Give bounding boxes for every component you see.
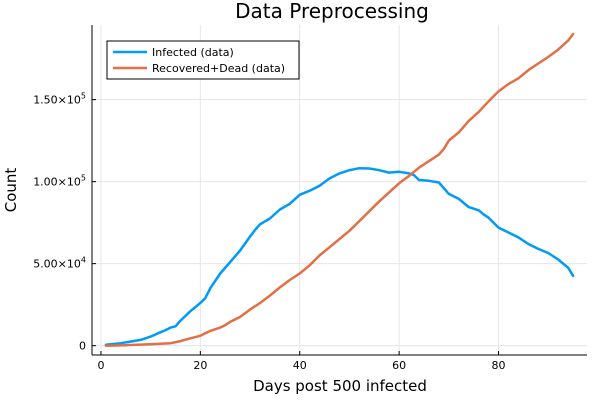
x-tick-label: 40 xyxy=(293,359,307,372)
legend: Infected (data) Recovered+Dead (data) xyxy=(106,40,300,80)
y-tick-label: 5.00×104 xyxy=(33,256,86,271)
y-tick-mantissa: 1.50×10 xyxy=(33,94,81,107)
y-tick-label: 1.50×105 xyxy=(33,92,86,107)
series-layer xyxy=(104,32,575,347)
series-line-recovered-dead xyxy=(104,32,575,347)
x-tick-label: 60 xyxy=(392,359,406,372)
axes xyxy=(91,25,587,356)
series-line-infected xyxy=(104,166,575,346)
grid xyxy=(92,25,587,355)
y-tick-exponent: 4 xyxy=(81,256,86,265)
x-tick-label: 0 xyxy=(97,359,104,372)
y-tick-mantissa: 5.00×10 xyxy=(33,258,81,271)
legend-box xyxy=(106,40,300,80)
y-tick-label: 0 xyxy=(79,340,86,353)
x-tick-label: 20 xyxy=(193,359,207,372)
legend-label-infected: Infected (data) xyxy=(152,46,234,59)
legend-label-recovered-dead: Recovered+Dead (data) xyxy=(152,62,285,75)
y-tick-exponent: 5 xyxy=(81,92,86,101)
chart-title: Data Preprocessing xyxy=(235,0,429,23)
x-axis-label: Days post 500 infected xyxy=(253,377,427,395)
x-ticks: 0 20 40 60 80 xyxy=(97,351,506,372)
y-axis-label: Count xyxy=(2,168,20,213)
x-tick-label: 80 xyxy=(492,359,506,372)
y-tick-label: 1.00×105 xyxy=(33,174,86,189)
y-tick-exponent: 5 xyxy=(81,174,86,183)
y-tick-mantissa: 1.00×10 xyxy=(33,176,81,189)
